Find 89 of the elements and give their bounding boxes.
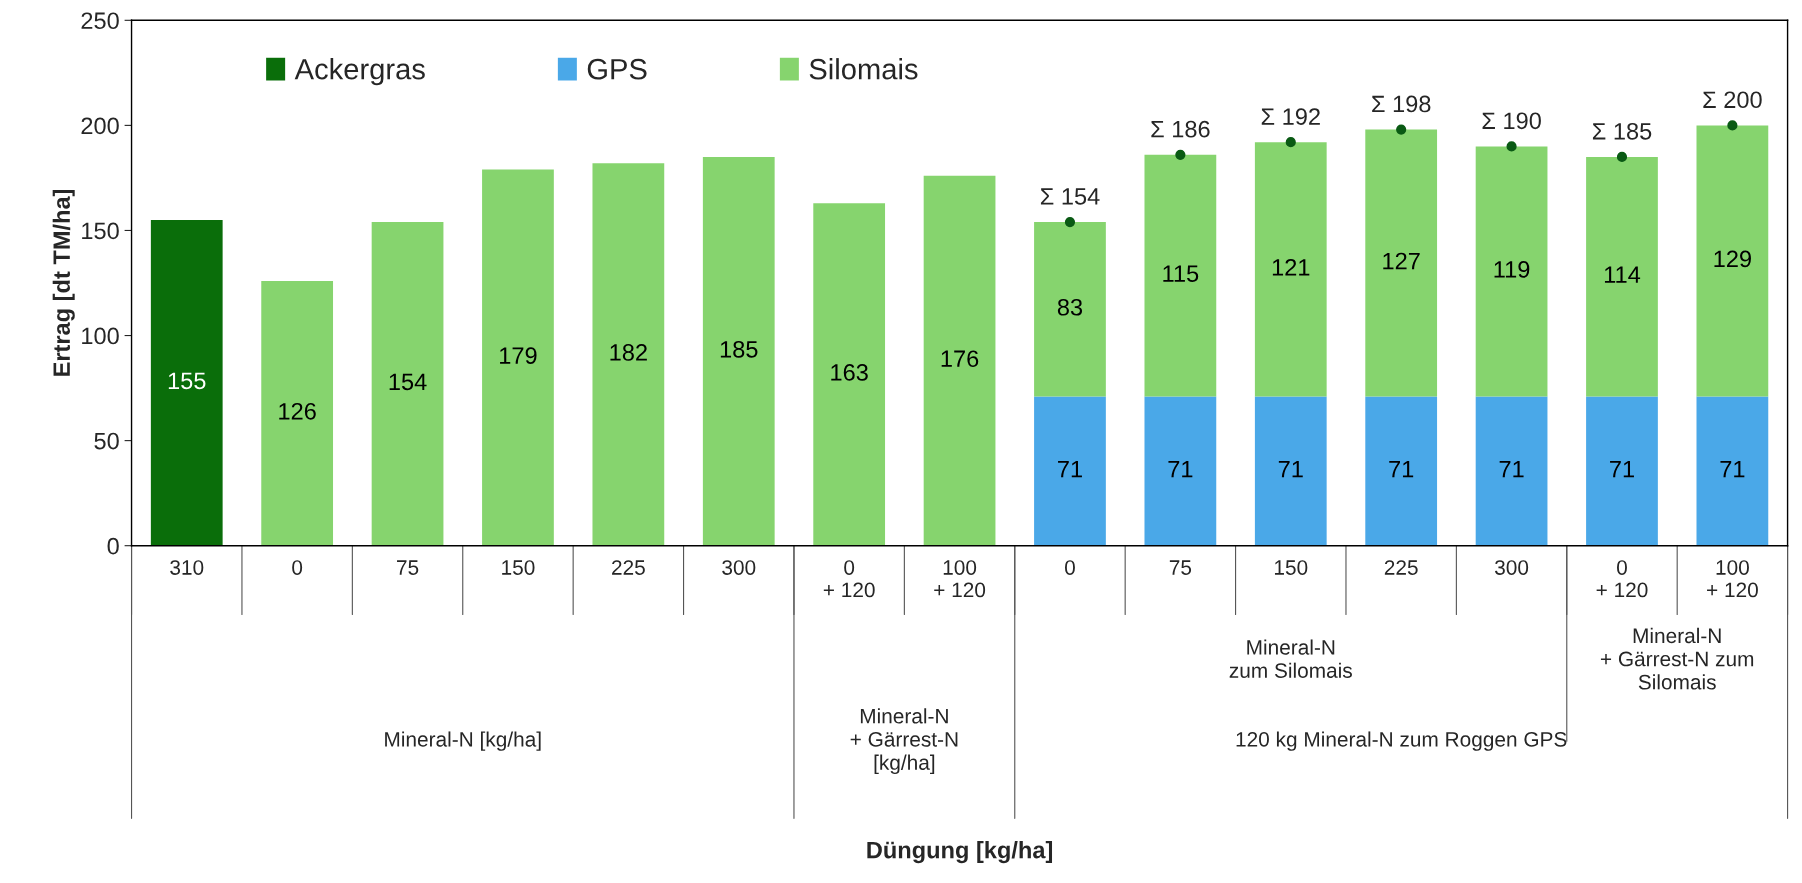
x-tick-label: 75 [1169,560,1192,575]
data-label: 182 [610,344,647,361]
bar [1475,146,1548,397]
bar [1034,222,1106,397]
legend-label: Silomais [809,58,918,80]
x-tick-label: 0 [1064,560,1075,575]
point [1727,120,1738,131]
y-tick-label: 250 [81,12,119,30]
bar [371,222,444,546]
data-label: 155 [168,372,206,390]
bar [813,203,886,546]
y-tick-label: 150 [82,222,119,240]
bar [261,280,334,546]
data-label: 121 [1272,258,1310,276]
legend-label: GPS [587,58,647,80]
x-tick-label: 100 + 120 [1707,560,1758,598]
bar [1365,396,1438,546]
data-label: Σ 185 [1592,122,1652,140]
y-tick-label: 100 [82,327,119,345]
bar [150,219,223,546]
data-label: Σ 192 [1261,108,1320,125]
data-label: Σ 186 [1151,120,1210,138]
data-label: 154 [389,373,427,391]
data-label: 83 [1057,298,1083,316]
point [1616,151,1628,162]
x-tick-label: 225 [612,560,645,575]
y-tick-label: 200 [81,117,119,135]
bar [1475,396,1548,546]
data-label: 71 [1389,460,1414,478]
bar [702,156,775,546]
data-label: 176 [941,350,979,368]
point [1064,216,1076,228]
x-tick-label: 225 [1384,560,1418,575]
point [1285,137,1296,148]
point [1396,124,1407,135]
data-label: 119 [1494,261,1530,278]
x-tick-label: 300 [1494,560,1529,575]
data-label: 71 [1499,460,1524,478]
x-tick-label: 0 + 120 [1596,560,1648,598]
bar [1696,125,1769,397]
x-tick-label: 75 [397,560,419,575]
data-label: 127 [1383,252,1420,270]
bar [482,169,554,546]
text: Mineral-N + Gärrest-N [kg/ha] [850,708,958,775]
data-label: 179 [500,347,537,364]
data-label: Σ 198 [1372,95,1431,113]
bar [1696,396,1769,546]
data-label: 71 [1610,460,1634,478]
x-tick-label: 310 [170,560,204,575]
data-label: 126 [279,402,316,420]
data-label: 71 [1058,460,1082,478]
bar [1144,154,1217,397]
x-tick-label: 100 + 120 [934,560,986,598]
y-tick-label: 50 [94,432,119,450]
data-label: 71 [1168,460,1193,478]
data-label: 185 [720,340,758,358]
legend-label: Ackergras [294,58,425,86]
x-tick-label: 0 [292,560,303,575]
bar [1586,156,1658,397]
point [1175,149,1186,160]
data-label: Σ 154 [1040,188,1100,205]
data-label: Σ 200 [1703,91,1762,109]
data-label: Σ 190 [1482,112,1541,130]
text: Düngung [kg/ha] [867,841,1053,864]
bar [1254,142,1327,397]
data-label: 115 [1163,265,1199,282]
text: Mineral-N + Gärrest-N zum Silomais [1600,627,1754,690]
x-tick-label: 150 [1274,560,1308,575]
text: 120 kg Mineral-N zum Roggen GPS [1236,731,1567,751]
text: Mineral-N zum Silomais [1229,639,1352,678]
bar [1586,396,1658,546]
bar [1254,396,1327,546]
data-label: 71 [1278,460,1303,478]
y-tick-label: 0 [107,537,119,555]
bar [923,175,996,546]
bar [1034,396,1106,546]
x-tick-label: 0 + 120 [823,560,875,598]
data-label: 163 [831,364,868,381]
data-label: 114 [1604,266,1641,283]
bar [1365,129,1438,397]
text: Mineral-N [kg/ha] [385,731,541,751]
x-tick-label: 150 [502,560,535,575]
bar [1144,396,1217,546]
data-label: 129 [1714,250,1751,268]
data-label: 71 [1720,460,1745,478]
x-tick-label: 300 [722,560,756,575]
point [1506,141,1517,152]
bar [592,163,665,546]
y-axis-title: Ertrag [dt TM/ha] [52,189,75,376]
